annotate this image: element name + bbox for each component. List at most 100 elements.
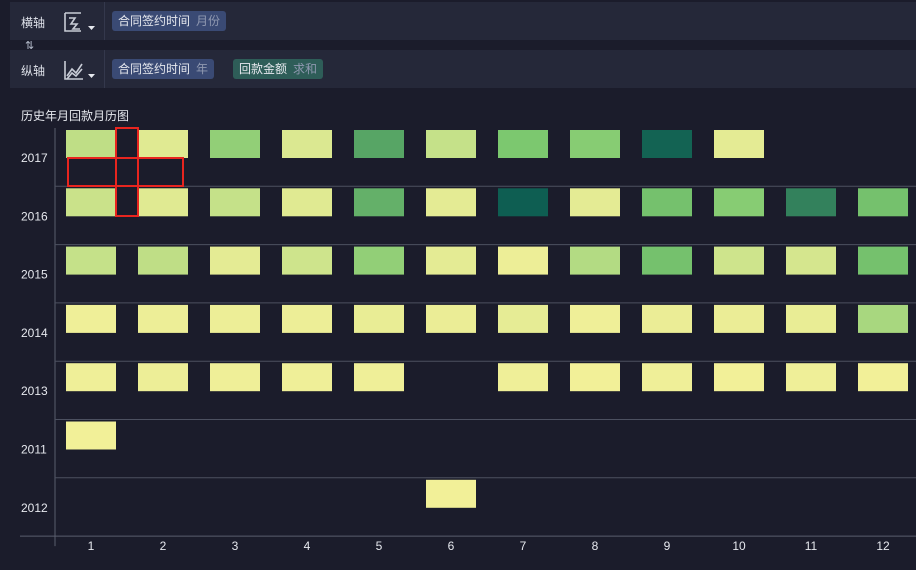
x-tick-label: 9 — [664, 539, 671, 553]
field-name: 回款金额 — [239, 62, 288, 76]
heatmap-cell — [786, 188, 836, 217]
heatmap-cell — [858, 188, 908, 217]
heatmap-cell — [282, 130, 332, 158]
y-tick-label: 2012 — [21, 501, 48, 515]
heatmap-cell — [354, 304, 404, 333]
area-chart-icon — [64, 61, 83, 80]
x-field-pill[interactable]: 合同签约时间 月份 — [112, 11, 227, 31]
heatmap-cell — [426, 246, 476, 275]
heatmap-cell — [66, 421, 116, 450]
swap-axes-icon[interactable]: ⇅ — [25, 40, 34, 52]
heatmap-cell — [786, 363, 836, 392]
heatmap-cell — [354, 130, 404, 158]
heatmap-cell — [354, 246, 404, 275]
heatmap-cell — [858, 363, 908, 392]
chevron-down-icon — [88, 26, 95, 30]
heatmap-cell — [642, 363, 692, 392]
heatmap-cell — [858, 246, 908, 275]
x-tick-label: 7 — [520, 539, 527, 553]
chevron-down-icon — [88, 74, 95, 78]
x-tick-label: 3 — [232, 539, 239, 553]
heatmap-cell — [426, 304, 476, 333]
x-tick-label: 12 — [876, 539, 890, 553]
y-axis-shelf: 纵轴 合同签约时间年 回款金额 求和 — [10, 50, 916, 88]
heatmap-cell — [570, 363, 620, 392]
chart-title: 历史年月回款月历图 — [21, 109, 130, 123]
x-tick-label: 8 — [592, 539, 599, 553]
heatmap-cell — [786, 246, 836, 275]
y-field-pill-date[interactable]: 合同签约时间年 — [112, 59, 215, 79]
heatmap-cell — [498, 246, 548, 275]
heatmap-cell — [66, 246, 116, 275]
heatmap-cell — [210, 130, 260, 158]
y-axis-label: 纵轴 — [21, 64, 46, 78]
heatmap-cell — [570, 130, 620, 158]
field-aggregation: 年 — [196, 62, 209, 76]
heatmap-cell — [570, 304, 620, 333]
heatmap-cell — [66, 188, 116, 217]
y-tick-label: 2013 — [21, 384, 48, 398]
heatmap-cell — [354, 363, 404, 392]
x-tick-label: 10 — [732, 539, 746, 553]
heatmap-cell — [66, 130, 116, 158]
y-tick-label: 2016 — [21, 209, 48, 223]
heatmap-cell — [210, 363, 260, 392]
heatmap-cell — [426, 479, 476, 508]
heatmap-cell — [138, 246, 188, 275]
x-tick-label: 11 — [805, 539, 818, 553]
heatmap-cell — [498, 188, 548, 217]
chart-type-dropdown[interactable] — [62, 58, 102, 82]
heatmap-cell — [210, 188, 260, 217]
field-name: 合同签约时间 — [118, 62, 191, 76]
heatmap-cell — [642, 130, 692, 158]
heatmap-cell — [858, 304, 908, 333]
heatmap-cell — [786, 304, 836, 333]
heatmap-cell — [138, 188, 188, 217]
heatmap-cell — [714, 130, 764, 158]
y-tick-label: 2014 — [21, 326, 48, 340]
x-tick-label: 5 — [376, 539, 383, 553]
heatmap-cell — [138, 363, 188, 392]
field-aggregation: 求和 — [293, 62, 318, 76]
x-tick-label: 4 — [304, 539, 311, 553]
x-tick-label: 1 — [88, 539, 95, 553]
heatmap-cell — [138, 130, 188, 158]
y-tick-label: 2017 — [21, 151, 48, 165]
x-axis-shelf: 横轴 合同签约时间 月份 — [10, 2, 916, 40]
field-aggregation: 月份 — [196, 14, 221, 28]
heatmap-cell — [66, 304, 116, 333]
heatmap-cell — [714, 246, 764, 275]
heatmap-cell — [426, 130, 476, 158]
heatmap-cell — [282, 246, 332, 275]
highlight-column — [115, 127, 139, 217]
heatmap-cell — [282, 363, 332, 392]
heatmap-cell — [642, 246, 692, 275]
x-tick-label: 2 — [160, 539, 167, 553]
calendar-chart-icon — [64, 12, 81, 32]
field-name: 合同签约时间 — [118, 14, 191, 28]
heatmap-cell — [498, 363, 548, 392]
heatmap-cell — [282, 304, 332, 333]
heatmap-cell — [498, 130, 548, 158]
heatmap-cell — [714, 304, 764, 333]
heatmap-cell — [570, 188, 620, 217]
divider — [104, 50, 105, 88]
y-tick-label: 2015 — [21, 268, 48, 282]
chart-type-dropdown[interactable] — [62, 10, 102, 34]
heatmap-cell — [66, 363, 116, 392]
x-tick-label: 6 — [448, 539, 455, 553]
divider — [104, 2, 105, 40]
heatmap-cell — [714, 188, 764, 217]
heatmap-cell — [642, 188, 692, 217]
heatmap-cell — [138, 304, 188, 333]
heatmap-cell — [642, 304, 692, 333]
heatmap-cell — [210, 246, 260, 275]
heatmap-cell — [426, 188, 476, 217]
y-tick-label: 2011 — [21, 443, 47, 457]
heatmap-cell — [210, 304, 260, 333]
heatmap-cell — [570, 246, 620, 275]
heatmap-cell — [714, 363, 764, 392]
x-axis-label: 横轴 — [21, 16, 46, 30]
highlight-row — [67, 157, 184, 187]
y-field-pill-amount[interactable]: 回款金额 求和 — [233, 59, 324, 79]
